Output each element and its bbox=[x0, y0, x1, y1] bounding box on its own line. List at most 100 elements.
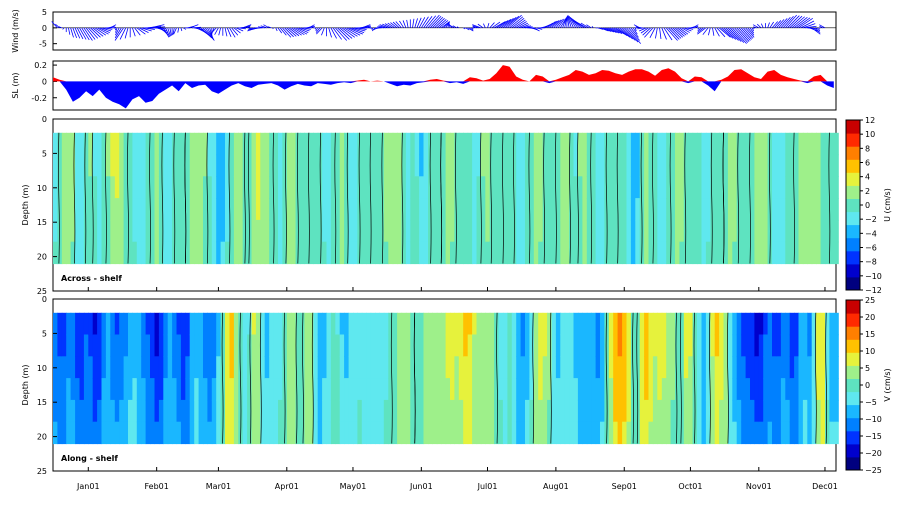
u-cell bbox=[666, 176, 672, 199]
v-cell bbox=[348, 334, 354, 357]
u-cell bbox=[776, 219, 782, 243]
u-cell bbox=[542, 176, 548, 199]
v-cell bbox=[467, 312, 473, 336]
u-cell bbox=[591, 154, 597, 177]
v-cell bbox=[701, 334, 707, 357]
u-cell bbox=[326, 219, 332, 243]
wind-stick bbox=[101, 27, 112, 32]
v-cell bbox=[533, 399, 539, 423]
v-cell bbox=[551, 378, 557, 401]
u-colorbar-label-10: −8 bbox=[865, 258, 877, 267]
v-cell bbox=[436, 421, 442, 445]
wind-stick bbox=[745, 27, 755, 38]
u-cell bbox=[428, 219, 433, 243]
u-colorbar-label-3: 6 bbox=[865, 159, 870, 168]
wind-stick bbox=[302, 27, 311, 30]
v-cell bbox=[825, 421, 830, 445]
u-cell bbox=[604, 176, 610, 199]
u-cell bbox=[220, 176, 226, 199]
v-cell bbox=[626, 356, 632, 379]
month-label-4: May01 bbox=[340, 482, 367, 491]
wind-stick bbox=[297, 27, 309, 33]
v-cell bbox=[767, 334, 773, 357]
u-cell bbox=[727, 154, 733, 177]
u-cell bbox=[595, 132, 601, 156]
v-cell bbox=[591, 378, 597, 401]
u-cell bbox=[432, 219, 438, 243]
u-cell bbox=[335, 219, 341, 243]
u-cell bbox=[525, 132, 530, 156]
v-cell bbox=[577, 312, 583, 336]
v-cell bbox=[458, 334, 464, 357]
v-cell bbox=[264, 378, 270, 401]
u-cell bbox=[114, 198, 120, 221]
v-cell bbox=[317, 312, 323, 336]
v-cell bbox=[203, 312, 208, 336]
v-cell bbox=[710, 378, 716, 401]
u-cell bbox=[233, 219, 239, 243]
v-cell bbox=[736, 399, 742, 423]
v-cell bbox=[194, 312, 200, 336]
wind-stick bbox=[248, 27, 252, 30]
v-cell bbox=[833, 378, 839, 401]
u-cell bbox=[701, 241, 707, 265]
v-cell bbox=[820, 378, 826, 401]
v-cell bbox=[573, 399, 579, 423]
u-cell bbox=[229, 241, 235, 265]
wind-stick bbox=[740, 27, 752, 40]
wind-stick bbox=[191, 26, 202, 29]
wind-stick bbox=[670, 27, 682, 39]
u-cell bbox=[754, 198, 760, 221]
v-cell bbox=[626, 378, 632, 401]
u-cell bbox=[736, 198, 742, 221]
u-cell bbox=[710, 198, 716, 221]
v-cell bbox=[613, 378, 619, 401]
v-cell bbox=[158, 378, 164, 401]
u-cell bbox=[375, 132, 380, 156]
v-cell bbox=[485, 312, 491, 336]
v-cell bbox=[736, 421, 742, 445]
v-cell bbox=[53, 312, 58, 336]
wind-stick bbox=[749, 27, 755, 34]
wind-stick bbox=[366, 26, 372, 29]
v-cell bbox=[494, 421, 500, 445]
u-cell bbox=[57, 154, 63, 177]
u-cell bbox=[247, 241, 253, 265]
v-cell bbox=[216, 334, 222, 357]
v-cell bbox=[167, 399, 173, 423]
wind-stick bbox=[70, 27, 74, 38]
v-cell bbox=[79, 378, 85, 401]
u-cell bbox=[300, 198, 305, 221]
u-cell bbox=[758, 219, 764, 243]
v-cell bbox=[595, 399, 601, 423]
wind-stick bbox=[729, 27, 745, 43]
v-cell bbox=[383, 421, 389, 445]
v-cell bbox=[348, 378, 354, 401]
u-cell bbox=[657, 219, 663, 243]
v-cell bbox=[335, 334, 341, 357]
v-cell bbox=[392, 312, 398, 336]
v-cell bbox=[626, 334, 632, 357]
u-cell bbox=[423, 241, 429, 265]
u-cell bbox=[701, 154, 707, 177]
v-cell bbox=[613, 356, 619, 379]
u-cell bbox=[238, 219, 244, 243]
u-cell bbox=[92, 132, 98, 156]
u-cell bbox=[644, 154, 650, 177]
v-cell bbox=[322, 312, 328, 336]
wind-stick bbox=[502, 16, 517, 29]
u-cell bbox=[507, 219, 513, 243]
v-cell bbox=[538, 378, 544, 401]
u-cell bbox=[203, 198, 208, 221]
v-cell bbox=[547, 312, 553, 336]
u-cell bbox=[750, 219, 755, 243]
v-cell bbox=[428, 356, 433, 379]
v-cell bbox=[569, 334, 575, 357]
v-cell bbox=[423, 421, 429, 445]
u-cell bbox=[300, 154, 305, 177]
u-cell bbox=[83, 241, 89, 265]
u-cell bbox=[92, 154, 98, 177]
u-cell bbox=[463, 198, 469, 221]
u-cell bbox=[405, 176, 411, 199]
u-cell bbox=[388, 219, 394, 243]
